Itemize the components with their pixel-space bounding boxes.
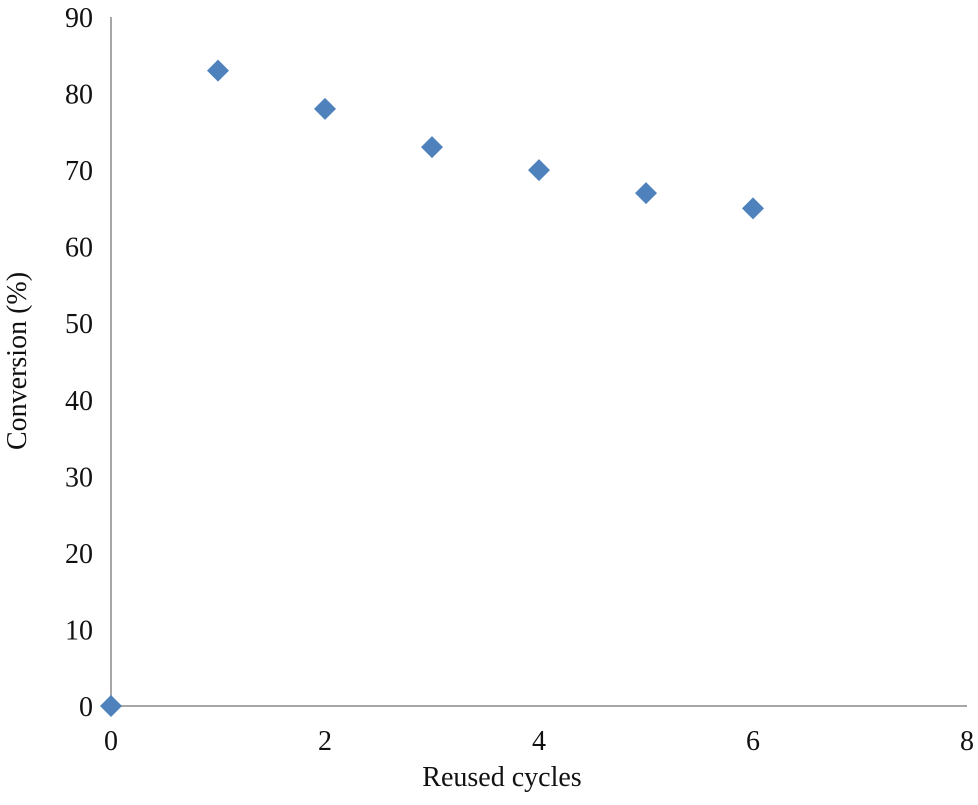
data-point [528,159,550,182]
y-tick-label: 70 [65,156,93,187]
data-point [100,695,122,717]
y-tick-label: 80 [65,80,93,111]
x-tick-label: 2 [318,726,332,757]
data-point [207,59,229,82]
y-axis-label: Conversion (%) [2,272,33,450]
y-tick-label: 90 [65,3,93,34]
x-tick-label: 6 [746,726,760,757]
x-tick-label: 4 [532,726,546,757]
data-point [742,197,764,220]
data-point [635,182,657,205]
x-axis-label: Reused cycles [422,762,581,793]
y-tick-label: 10 [65,615,93,646]
y-tick-label: 60 [65,233,93,264]
y-tick-label: 30 [65,462,93,493]
data-point [314,97,336,120]
x-tick-label: 0 [104,726,118,757]
x-tick-label: 8 [960,726,974,757]
y-tick-label: 0 [79,692,93,723]
data-point [421,136,443,159]
y-tick-label: 50 [65,309,93,340]
y-tick-label: 20 [65,539,93,570]
y-tick-label: 40 [65,386,93,417]
